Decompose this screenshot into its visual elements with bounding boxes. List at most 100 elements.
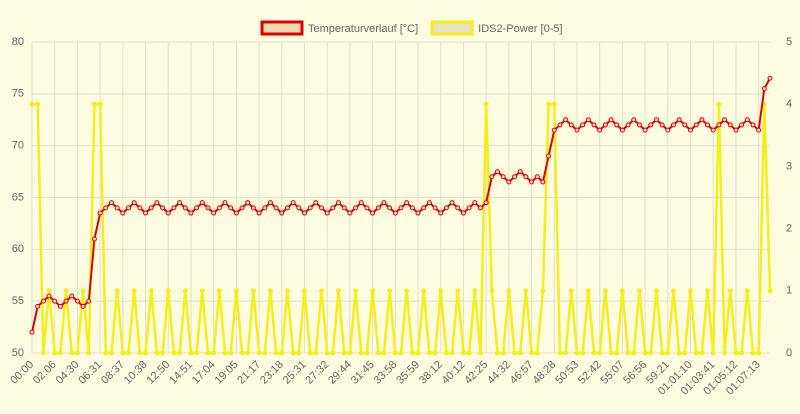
- x-tick-label: 44:32: [485, 359, 513, 387]
- data-point: [182, 288, 188, 294]
- data-point: [443, 205, 449, 211]
- data-point: [262, 350, 268, 356]
- data-point: [143, 210, 149, 216]
- data-point: [222, 200, 228, 206]
- data-point: [319, 205, 325, 211]
- data-point: [387, 205, 393, 211]
- data-point: [670, 122, 676, 128]
- data-point: [267, 288, 273, 294]
- legend-swatch[interactable]: [260, 20, 304, 36]
- x-tick-label: 04:30: [54, 359, 82, 387]
- data-point: [330, 205, 336, 211]
- x-tick-label: 19:05: [213, 359, 241, 387]
- data-point: [211, 210, 217, 216]
- data-point: [665, 350, 671, 356]
- data-point: [199, 200, 205, 206]
- data-point: [211, 350, 217, 356]
- data-point: [301, 288, 307, 294]
- data-point: [40, 350, 46, 356]
- data-point: [330, 350, 336, 356]
- data-point: [619, 288, 625, 294]
- data-point: [699, 117, 705, 123]
- x-tick-label: 50:53: [553, 359, 581, 387]
- data-point: [466, 350, 472, 356]
- data-point: [301, 210, 307, 216]
- data-point: [52, 298, 58, 304]
- data-point: [228, 350, 234, 356]
- data-point: [80, 288, 86, 294]
- x-tick-label: 10:38: [122, 359, 150, 387]
- data-point: [177, 200, 183, 206]
- data-point: [69, 293, 75, 299]
- data-point: [750, 350, 756, 356]
- data-point: [364, 350, 370, 356]
- data-point: [165, 288, 171, 294]
- data-point: [472, 288, 478, 294]
- data-point: [750, 122, 756, 128]
- data-point: [239, 205, 245, 211]
- data-point: [103, 350, 109, 356]
- data-point: [194, 205, 200, 211]
- data-point: [631, 350, 637, 356]
- data-point: [398, 350, 404, 356]
- data-point: [353, 288, 359, 294]
- data-point: [591, 350, 597, 356]
- legend-label[interactable]: Temperaturverlauf [°C]: [308, 23, 418, 35]
- data-point: [500, 174, 506, 180]
- data-point: [256, 350, 262, 356]
- data-point: [546, 153, 552, 159]
- data-point: [597, 350, 603, 356]
- data-point: [512, 350, 518, 356]
- x-tick-label: 06:31: [76, 359, 104, 387]
- data-point: [216, 288, 222, 294]
- data-point: [529, 350, 535, 356]
- data-point: [370, 210, 376, 216]
- x-tick-label: 29:44: [326, 359, 354, 387]
- data-point: [557, 122, 563, 128]
- data-point: [688, 127, 694, 133]
- data-point: [126, 350, 132, 356]
- data-point: [710, 350, 716, 356]
- data-point: [705, 122, 711, 128]
- data-point: [415, 350, 421, 356]
- data-point: [733, 127, 739, 133]
- data-point: [438, 288, 444, 294]
- data-point: [739, 350, 745, 356]
- data-point: [602, 122, 608, 128]
- data-point: [602, 288, 608, 294]
- y-tick-label: 55: [12, 295, 24, 307]
- x-tick-label: 23:18: [258, 359, 286, 387]
- legend-label[interactable]: IDS2-Power [0-5]: [478, 23, 562, 35]
- data-point: [563, 350, 569, 356]
- data-point: [517, 350, 523, 356]
- y-tick-label: 75: [12, 88, 24, 100]
- data-point: [188, 350, 194, 356]
- data-point: [40, 298, 46, 304]
- data-point: [188, 210, 194, 216]
- data-point: [284, 288, 290, 294]
- data-point: [262, 205, 268, 211]
- data-point: [245, 200, 251, 206]
- data-point: [120, 210, 126, 216]
- data-point: [585, 288, 591, 294]
- data-point: [642, 127, 648, 133]
- data-point: [614, 350, 620, 356]
- data-point: [722, 350, 728, 356]
- x-tick-label: 35:59: [394, 359, 422, 387]
- data-point: [347, 350, 353, 356]
- data-point: [296, 205, 302, 211]
- legend-swatch[interactable]: [430, 20, 474, 36]
- data-point: [267, 200, 273, 206]
- data-point: [143, 350, 149, 356]
- data-point: [693, 122, 699, 128]
- data-point: [307, 205, 313, 211]
- data-point: [682, 350, 688, 356]
- data-point: [716, 101, 722, 107]
- data-point: [194, 350, 200, 356]
- data-point: [154, 350, 160, 356]
- data-point: [534, 350, 540, 356]
- data-point: [375, 350, 381, 356]
- data-point: [108, 350, 114, 356]
- data-point: [648, 350, 654, 356]
